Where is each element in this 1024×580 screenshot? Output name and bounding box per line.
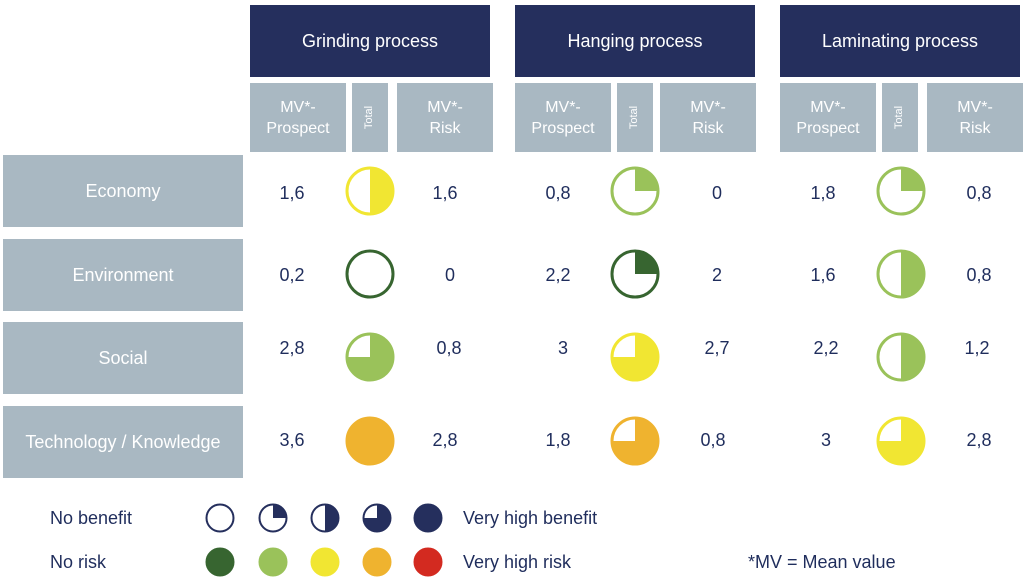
benefit-level-icon [258, 503, 288, 533]
total-indicator-icon [610, 166, 660, 216]
benefit-level-icon [362, 503, 392, 533]
row-header-environment: Environment [3, 239, 243, 311]
process-header-laminating: Laminating process [780, 5, 1020, 77]
benefit-level-icon [413, 503, 443, 533]
legend-very-high-risk-label: Very high risk [463, 552, 572, 572]
col-header-risk: MV*- Risk [927, 83, 1023, 152]
process-header-grinding: Grinding process [250, 5, 490, 77]
prospect-value: 2,2 [545, 265, 571, 285]
prospect-value: 3 [557, 338, 568, 358]
total-indicator-icon [876, 416, 926, 466]
total-indicator-icon [345, 416, 395, 466]
row-header-economy: Economy [3, 155, 243, 227]
risk-level-icon [362, 547, 392, 577]
row-header-social: Social [3, 322, 243, 394]
col-header-prospect: MV*- Prospect [515, 83, 611, 152]
col-header-risk: MV*- Risk [397, 83, 493, 152]
legend-very-high-benefit-label: Very high benefit [463, 508, 598, 528]
risk-value: 1,6 [432, 183, 458, 203]
col-header-total-label: Total [893, 105, 906, 130]
col-header-risk: MV*- Risk [660, 83, 756, 152]
footnote: *MV = Mean value [748, 552, 896, 572]
prospect-value: 1,8 [545, 430, 571, 450]
risk-value: 2,8 [966, 430, 992, 450]
total-indicator-icon [876, 249, 926, 299]
risk-value: 0,8 [966, 265, 992, 285]
risk-value: 2 [711, 265, 722, 285]
prospect-value: 3,6 [279, 430, 305, 450]
process-header-hanging: Hanging process [515, 5, 755, 77]
risk-level-icon [413, 547, 443, 577]
col-header-prospect: MV*- Prospect [780, 83, 876, 152]
col-header-total: Total [617, 83, 653, 152]
risk-value: 0,8 [700, 430, 726, 450]
benefit-level-icon [310, 503, 340, 533]
total-indicator-icon [345, 332, 395, 382]
row-header-technology: Technology / Knowledge [3, 406, 243, 478]
prospect-value: 1,8 [810, 183, 836, 203]
risk-level-icon [310, 547, 340, 577]
risk-value: 1,2 [964, 338, 990, 358]
total-indicator-icon [345, 249, 395, 299]
prospect-value: 3 [820, 430, 831, 450]
total-indicator-icon [610, 332, 660, 382]
prospect-value: 0,8 [545, 183, 571, 203]
prospect-value: 1,6 [810, 265, 836, 285]
total-indicator-icon [610, 416, 660, 466]
risk-level-icon [205, 547, 235, 577]
prospect-value: 2,2 [813, 338, 839, 358]
risk-value: 2,7 [704, 338, 730, 358]
total-indicator-icon [876, 166, 926, 216]
legend-no-risk-label: No risk [50, 552, 107, 572]
col-header-total: Total [882, 83, 918, 152]
risk-level-icon [258, 547, 288, 577]
prospect-value: 1,6 [279, 183, 305, 203]
col-header-total: Total [352, 83, 388, 152]
risk-value: 2,8 [432, 430, 458, 450]
col-header-total-label: Total [628, 105, 641, 130]
risk-value: 0,8 [436, 338, 462, 358]
risk-value: 0 [711, 183, 722, 203]
total-indicator-icon [345, 166, 395, 216]
prospect-value: 0,2 [279, 265, 305, 285]
prospect-value: 2,8 [279, 338, 305, 358]
col-header-total-label: Total [363, 105, 376, 130]
benefit-level-icon [205, 503, 235, 533]
total-indicator-icon [610, 249, 660, 299]
col-header-prospect: MV*- Prospect [250, 83, 346, 152]
legend-no-benefit-label: No benefit [50, 508, 133, 528]
total-indicator-icon [876, 332, 926, 382]
risk-value: 0,8 [966, 183, 992, 203]
risk-value: 0 [444, 265, 455, 285]
